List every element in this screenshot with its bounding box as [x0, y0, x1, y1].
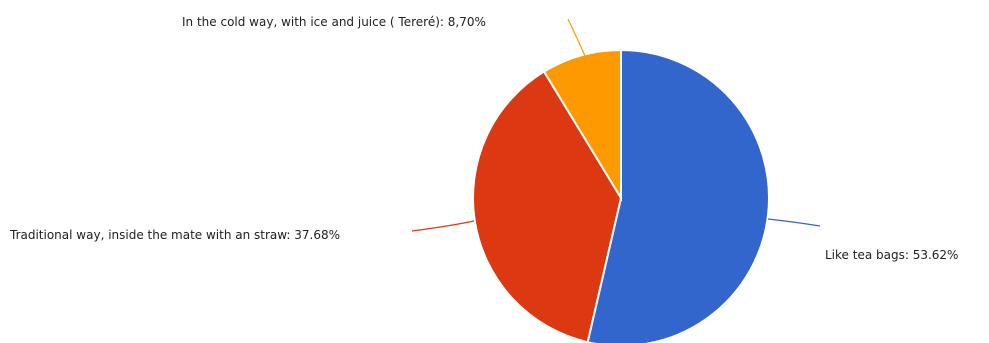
slice-labels: Like tea bags: 53.62% Traditional way, in… — [9, 15, 958, 262]
leader-line-1 — [767, 218, 821, 227]
pie-slices — [472, 48, 770, 343]
pie-slice-2[interactable] — [472, 70, 623, 343]
pie-slice-3[interactable] — [542, 48, 622, 202]
leader-line-3 — [567, 18, 586, 57]
leader-line-2 — [411, 220, 475, 232]
slice-label-2: Traditional way, inside the mate with an… — [9, 228, 340, 242]
pie-slice-1[interactable] — [586, 48, 770, 343]
slice-label-3: In the cold way, with ice and juice ( Te… — [182, 15, 486, 29]
slice-label-1: Like tea bags: 53.62% — [825, 248, 958, 262]
leader-lines — [411, 18, 821, 232]
